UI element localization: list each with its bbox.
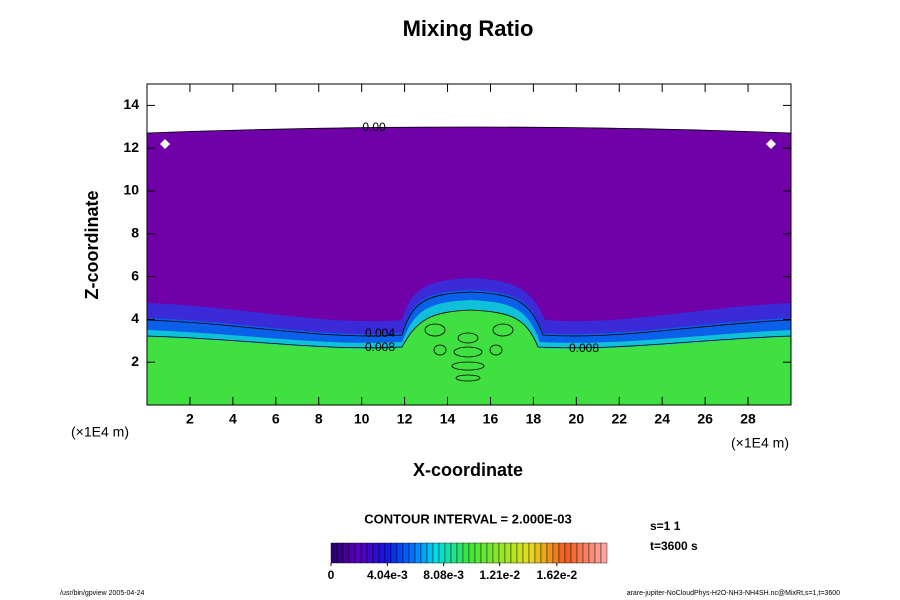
y-tick-label: 10 <box>123 182 139 198</box>
colorbar-cell <box>330 542 338 564</box>
colorbar-cell <box>402 542 410 564</box>
colorbar-cell <box>534 542 542 564</box>
colorbar-tick-label: 0 <box>328 568 335 582</box>
colorbar-tick-label: 1.21e-2 <box>479 568 520 582</box>
colorbar-cell <box>444 542 452 564</box>
colorbar-cell <box>600 542 608 564</box>
x-tick-label: 12 <box>397 411 413 427</box>
contour-lines <box>146 126 792 382</box>
x-tick-label: 22 <box>611 411 627 427</box>
annotation: arare-jupiter-NoCloudPhys-H2O-NH3-NH4SH.… <box>627 590 840 597</box>
x-tick-label: 8 <box>315 411 323 427</box>
colorbar-cell <box>558 542 566 564</box>
colorbar-cell <box>516 542 524 564</box>
plot-frame <box>146 83 792 406</box>
y-axis-label: Z-coordinate <box>82 190 102 299</box>
colorbar-cell <box>474 542 482 564</box>
colorbar-cell <box>432 542 440 564</box>
colorbar-cell <box>588 542 596 564</box>
x-tick-label: 16 <box>483 411 499 427</box>
colorbar-cell <box>348 542 356 564</box>
colorbar-cell <box>354 542 362 564</box>
colorbar-cell <box>360 542 368 564</box>
x-tick-label: 24 <box>654 411 670 427</box>
x-tick-label: 14 <box>440 411 456 427</box>
y-tick-label: 6 <box>131 267 139 283</box>
colorbar: 0 4.04e-3 8.08e-3 1.21e-2 1.62e-2 <box>328 542 608 582</box>
x-tick-label: 20 <box>569 411 585 427</box>
annotation: /usr/bin/gpview 2005-04-24 <box>60 590 145 597</box>
y-tick-label: 2 <box>131 353 139 369</box>
colorbar-cell <box>384 542 392 564</box>
colorbar-cell <box>546 542 554 564</box>
colorbar-cell <box>486 542 494 564</box>
chart-title: Mixing Ratio <box>403 16 534 41</box>
x-tick-label: 6 <box>272 411 280 427</box>
colorbar-cell <box>366 542 374 564</box>
colorbar-cell <box>498 542 506 564</box>
y-tick-label: 12 <box>123 139 139 155</box>
colorbar-cell <box>438 542 446 564</box>
colorbar-tick-label: 8.08e-3 <box>423 568 464 582</box>
colorbar-cell <box>492 542 500 564</box>
colorbar-cell <box>450 542 458 564</box>
colorbar-cell <box>456 542 464 564</box>
colorbar-cell <box>342 542 350 564</box>
y-unit: (×1E4 m) <box>731 435 789 451</box>
colorbar-cell <box>564 542 572 564</box>
colorbar-cell <box>408 542 416 564</box>
colorbar-tick-label: 4.04e-3 <box>367 568 408 582</box>
colorbar-cell <box>378 542 386 564</box>
colorbar-cell <box>582 542 590 564</box>
x-axis-label: X-coordinate <box>413 460 523 480</box>
colorbar-cell <box>504 542 512 564</box>
contour-interval: CONTOUR INTERVAL = 2.000E-03 <box>364 511 571 526</box>
contour-label: 0.008 <box>365 340 395 354</box>
colorbar-cell <box>468 542 476 564</box>
x-tick-label: 28 <box>740 411 756 427</box>
colorbar-cell <box>576 542 584 564</box>
colorbar-cell <box>552 542 560 564</box>
colorbar-cell <box>414 542 422 564</box>
x-tick-label: 4 <box>229 411 237 427</box>
colorbar-cell <box>528 542 536 564</box>
colorbar-cell <box>420 542 428 564</box>
x-tick-label: 10 <box>354 411 370 427</box>
annotation: s=1 1 <box>650 519 681 533</box>
colorbar-cell <box>426 542 434 564</box>
x-tick-label: 18 <box>526 411 542 427</box>
x-tick-label: 2 <box>186 411 194 427</box>
colorbar-cell <box>372 542 380 564</box>
contour-label: 0.004 <box>365 326 395 340</box>
y-tick-label: 4 <box>131 310 139 326</box>
colorbar-cell <box>540 542 548 564</box>
colorbar-cell <box>594 542 602 564</box>
x-unit: (×1E4 m) <box>71 424 129 440</box>
colorbar-cell <box>336 542 344 564</box>
colorbar-cell <box>510 542 518 564</box>
annotation: t=3600 s <box>650 539 698 553</box>
contour-label: 0.008 <box>569 341 599 355</box>
contour-label: 0.00 <box>362 120 386 134</box>
colorbar-cell <box>522 542 530 564</box>
contour-field: 0.00 0.004 0.008 0.008 <box>146 84 792 405</box>
colorbar-cell <box>570 542 578 564</box>
y-tick-label: 14 <box>123 96 139 112</box>
y-tick-label: 8 <box>131 225 139 241</box>
colorbar-cell <box>480 542 488 564</box>
colorbar-cell <box>396 542 404 564</box>
colorbar-cell <box>462 542 470 564</box>
field-region <box>147 310 791 405</box>
x-tick-label: 26 <box>697 411 713 427</box>
colorbar-tick-label: 1.62e-2 <box>536 568 577 582</box>
colorbar-cell <box>390 542 398 564</box>
